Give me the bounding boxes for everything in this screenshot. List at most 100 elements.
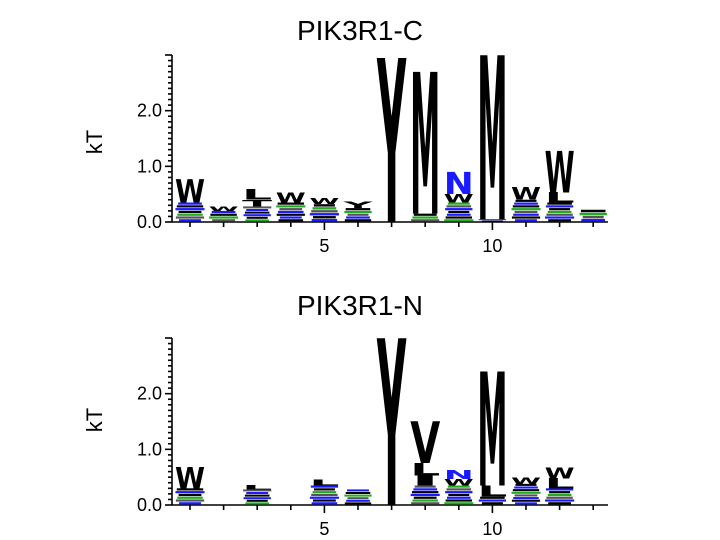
logo-stack-12: LW <box>545 139 575 222</box>
logo-noise-stripe <box>344 502 372 505</box>
logo-noise-stripe <box>414 485 436 488</box>
logo-letter-l: L <box>477 483 507 500</box>
x-tick-label: 5 <box>319 236 329 256</box>
logo-letter-n: N <box>444 468 474 482</box>
logo-letter-w: W <box>175 461 205 495</box>
logo-noise-stripe <box>309 496 339 499</box>
logo-noise-stripe <box>411 502 440 505</box>
y-axis-label: kT <box>82 408 107 432</box>
logo-letter-y: Y <box>377 293 407 540</box>
logo-noise-stripe <box>413 496 437 499</box>
logo-noise-stripe <box>346 216 370 219</box>
logo-noise-stripe <box>548 219 571 222</box>
logo-stack-4: W <box>276 190 306 222</box>
logo-noise-stripe <box>313 488 335 491</box>
logo-noise-stripe <box>481 502 503 505</box>
logo-stack-10: M <box>477 10 507 272</box>
logo-letter-w: W <box>444 192 474 205</box>
logo-stack-1: W <box>175 461 205 505</box>
axes: 0.0 1.0 2.0 5 10 <box>137 54 608 256</box>
logo-noise-stripe <box>175 491 205 494</box>
logo-noise-stripe <box>243 497 271 500</box>
logo-noise-stripe <box>243 489 272 492</box>
logo-noise-stripe <box>176 205 204 208</box>
logo-stack-9: WN <box>444 166 474 222</box>
logo-noise-stripe <box>175 216 205 219</box>
logo-stack-11: W <box>511 185 541 222</box>
logo-stack-12: LW <box>545 465 575 505</box>
logo-noise-stripe <box>243 214 271 217</box>
logo-noise-stripe <box>545 488 574 491</box>
logo-noise-stripe <box>278 210 304 214</box>
logo-letter-l: L <box>545 476 575 492</box>
logo-letter-v: V <box>410 411 440 478</box>
logo-noise-stripe <box>515 483 537 486</box>
logo-noise-stripe <box>312 207 337 210</box>
logo-noise-stripe <box>514 210 538 214</box>
logo-noise-stripe <box>513 213 539 216</box>
logo-noise-stripe <box>547 493 572 497</box>
logo-letter-w: W <box>175 173 205 211</box>
logo-noise-stripe <box>347 213 369 216</box>
logo-noise-stripe <box>246 209 269 212</box>
logo-noise-stripe <box>279 216 302 219</box>
logo-stack-5: W <box>309 197 339 222</box>
logo-noise-stripe <box>309 213 339 216</box>
y-tick-label: 1.0 <box>137 156 162 176</box>
logo-noise-stripe <box>511 491 541 494</box>
logo-stack-3: L <box>242 484 272 505</box>
logo-letter-m: M <box>477 10 507 272</box>
logo-noise-stripe <box>547 202 572 205</box>
logo-noise-stripe <box>447 202 470 205</box>
logo-letter-w: W <box>511 475 541 486</box>
logo-noise-stripe <box>545 205 574 208</box>
logo-noise-stripe <box>276 213 305 216</box>
logo-stack-11: W <box>511 475 541 505</box>
logo-noise-stripe <box>178 202 202 205</box>
logo-noise-stripe <box>512 205 540 208</box>
logo-noise-stripe <box>549 491 571 494</box>
logo-letter-l: L <box>410 460 440 479</box>
logo-noise-stripe <box>310 485 339 488</box>
logo-noise-stripe <box>444 502 474 505</box>
logo-noise-stripe <box>478 219 507 221</box>
logo-noise-stripe <box>411 219 440 222</box>
logo-noise-stripe <box>179 219 201 222</box>
logo-noise-stripe <box>513 497 539 500</box>
x-tick-label: 10 <box>482 236 502 256</box>
logo-noise-stripe <box>313 204 335 207</box>
logo-noise-stripe <box>446 205 472 208</box>
y-tick-label: 2.0 <box>137 384 162 404</box>
logo-noise-stripe <box>278 219 304 222</box>
y-tick-label: 1.0 <box>137 439 162 459</box>
logo-letter-l: L <box>545 190 575 206</box>
logo-noise-stripe <box>511 499 541 502</box>
logo-stack-10: LM <box>477 341 507 523</box>
logo-letter-w: W <box>209 205 239 212</box>
logo-noise-stripe <box>347 489 369 492</box>
logo-noise-stripe <box>179 502 201 505</box>
logo-noise-stripe <box>276 205 306 208</box>
logo-noise-stripe <box>549 208 571 211</box>
logo-noise-stripe <box>480 496 505 499</box>
y-tick-label: 0.0 <box>137 212 162 232</box>
logo-letter-w: W <box>309 197 339 206</box>
logo-noise-stripe <box>446 213 471 216</box>
logo-noise-stripe <box>446 496 471 499</box>
y-axis-label: kT <box>82 130 107 154</box>
logo-noise-stripe <box>345 492 371 495</box>
logo-noise-stripe <box>211 210 236 214</box>
logo-noise-stripe <box>515 219 537 222</box>
logo-stack-5: L <box>309 479 339 505</box>
logo-noise-stripe <box>345 208 371 211</box>
logo-noise-stripe <box>545 216 575 219</box>
logo-letter-l: L <box>242 484 272 491</box>
logo-noise-stripe <box>311 493 338 497</box>
chart-title: PIK3R1-N <box>297 290 423 321</box>
logo-noise-stripe <box>514 202 538 205</box>
logo-noise-stripe <box>311 502 338 505</box>
logo-noise-stripe <box>311 210 338 213</box>
logo-noise-stripe <box>444 219 474 222</box>
